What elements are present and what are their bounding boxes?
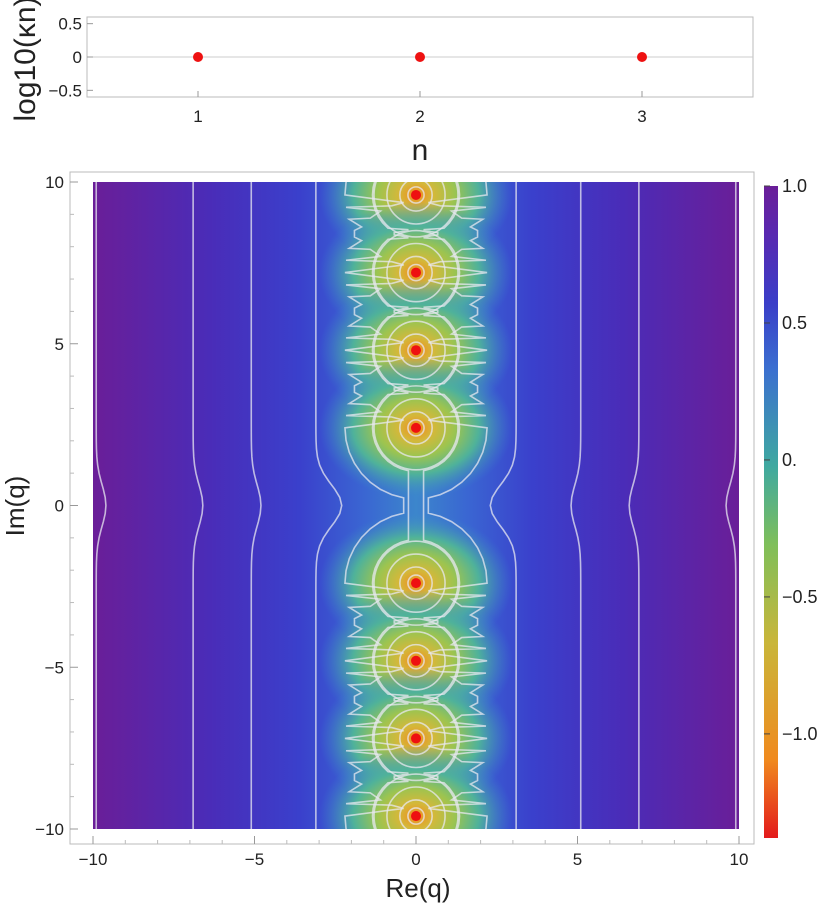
- contour-ring: [399, 182, 433, 212]
- contour-ring: [373, 307, 459, 394]
- main-panel: 10 5 0 −5 −10 −10 −5 0 5 10 Im(q) Re(q): [0, 171, 755, 903]
- contour-ring: [407, 341, 425, 360]
- contour-ring: [407, 729, 425, 748]
- contour-line: [489, 182, 517, 829]
- contour-ring: [386, 182, 446, 225]
- main-y-tick-label: −10: [35, 820, 64, 839]
- contour-ring: [399, 721, 433, 756]
- contour-line: [570, 182, 582, 829]
- top-data-point: [193, 52, 203, 62]
- contour-ring: [399, 255, 433, 290]
- contour-ring: [373, 229, 459, 316]
- contour-lines: [95, 182, 737, 829]
- main-x-axis-title: Re(q): [385, 873, 450, 903]
- pole-point: [411, 733, 421, 744]
- contour-ring: [399, 566, 433, 601]
- main-y-tick-label: 10: [45, 173, 64, 192]
- main-y-tick-label: 0: [55, 497, 64, 516]
- main-x-tick-label: 5: [573, 850, 582, 869]
- top-y-tick-label: −0.5: [48, 81, 82, 100]
- pole-point: [411, 345, 421, 356]
- contour-ring: [386, 397, 446, 458]
- colorbar-tick-label: −1.0: [782, 724, 818, 744]
- contour-ring: [373, 385, 459, 471]
- colorbar-ticks: 1.0 0.5 0. −0.5 −1.0: [764, 176, 818, 744]
- pole-point: [411, 189, 421, 200]
- contour-ring: [407, 418, 425, 437]
- contour-line: [344, 182, 405, 829]
- top-data-point: [415, 52, 425, 62]
- top-y-tick-label: 0: [73, 48, 82, 67]
- contour-ring: [407, 574, 425, 593]
- contour-ring: [373, 182, 459, 238]
- main-y-tick-label: 5: [55, 335, 64, 354]
- contour-ring: [407, 651, 425, 670]
- colorbar-tick-label: 0.5: [782, 313, 807, 333]
- main-x-ticks: −10 −5 0 5 10: [79, 836, 749, 869]
- contour-ring: [407, 807, 425, 825]
- colorbar-gradient: [764, 186, 778, 838]
- pole-point: [411, 267, 421, 278]
- colorbar-tick-label: 0.: [782, 450, 797, 470]
- contour-line: [427, 182, 488, 829]
- main-x-tick-label: 0: [411, 850, 420, 869]
- contour-line: [725, 182, 737, 829]
- top-points: [193, 52, 647, 62]
- top-data-point: [637, 52, 647, 62]
- top-y-axis-title: log10(κn): [9, 0, 42, 122]
- contour-ring: [373, 540, 459, 626]
- contour-ring: [399, 643, 433, 678]
- main-y-ticks: 10 5 0 −5 −10: [35, 173, 78, 839]
- pole-points: [411, 189, 421, 822]
- main-y-tick-label: −5: [45, 658, 64, 677]
- contour-ring: [386, 320, 446, 381]
- contour-ring: [386, 553, 446, 614]
- top-panel: 0.5 0 −0.5 1 2 3 log10(κn) n: [9, 0, 754, 167]
- contour-ring: [407, 263, 425, 282]
- contour-ring: [399, 333, 433, 368]
- top-x-tick-label: 1: [193, 107, 202, 126]
- colorbar: 1.0 0.5 0. −0.5 −1.0: [764, 176, 818, 838]
- contour-ring: [373, 617, 459, 704]
- top-y-ticks: 0.5 0 −0.5: [48, 15, 93, 100]
- contour-line: [628, 182, 640, 829]
- pole-point: [411, 422, 421, 433]
- contour-line: [95, 182, 107, 829]
- contour-line: [250, 182, 262, 829]
- main-y-axis-title: Im(q): [0, 476, 30, 537]
- main-x-tick-label: 10: [730, 850, 749, 869]
- contour-line: [315, 182, 343, 829]
- main-plot-frame: [69, 171, 755, 845]
- contour-ring: [373, 695, 459, 782]
- pole-point: [411, 578, 421, 589]
- pole-point: [411, 655, 421, 666]
- colorbar-tick-label: 1.0: [782, 176, 807, 196]
- contour-ring: [386, 630, 446, 691]
- contour-ring: [399, 799, 433, 829]
- pole-point: [411, 811, 421, 822]
- contour-ring: [399, 410, 433, 445]
- contour-ring: [386, 708, 446, 769]
- top-x-tick-label: 3: [637, 107, 646, 126]
- top-x-axis-title: n: [412, 134, 429, 167]
- top-x-tick-label: 2: [415, 107, 424, 126]
- heatmap-field: [93, 182, 739, 829]
- contour-line: [192, 182, 204, 829]
- contour-ring: [373, 773, 459, 829]
- top-y-tick-label: 0.5: [58, 15, 82, 34]
- main-x-tick-label: −10: [79, 850, 108, 869]
- main-x-tick-label: −5: [245, 850, 264, 869]
- top-x-ticks: 1 2 3: [193, 91, 647, 126]
- colorbar-tick-label: −0.5: [782, 587, 818, 607]
- contour-ring: [386, 242, 446, 303]
- contour-ring: [386, 786, 446, 829]
- contour-ring: [407, 186, 425, 204]
